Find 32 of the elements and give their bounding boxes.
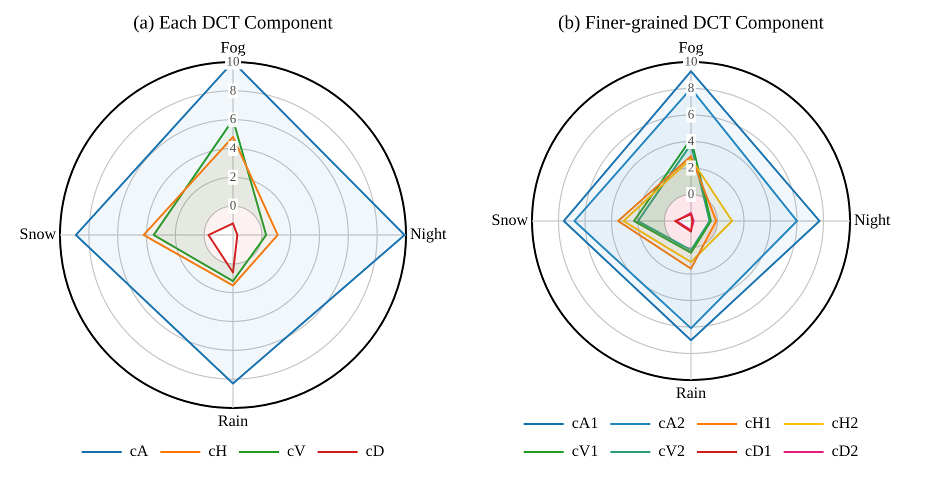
legend-label: cV2 [658,443,685,460]
spoke-label: Rain [218,412,248,430]
chart-title: (b) Finer-grained DCT Component [558,12,825,34]
legend-label: cV [287,443,306,460]
spoke-label: Night [854,212,891,230]
legend-label: cH1 [745,415,772,432]
y-tick-label: 2 [230,168,236,184]
spoke-label: Rain [676,384,706,402]
spoke-label: Snow [20,226,56,244]
legend-label: cA [130,443,149,460]
legend-label: cD2 [832,443,858,460]
y-tick-label: 8 [688,80,694,95]
y-tick-label: 6 [688,106,695,122]
legend-label: cD [366,443,384,460]
y-tick-label: 10 [684,53,698,68]
spoke-label: Night [410,226,447,244]
legend-label: cA1 [572,415,598,432]
legend-label: cD1 [745,443,772,460]
y-tick-label: 8 [230,82,236,98]
y-tick-label: 10 [226,53,240,68]
chart-title: (a) Each DCT Component [133,12,334,34]
legend-label: cV1 [572,443,598,460]
y-tick-label: 0 [230,198,236,213]
y-tick-label: 2 [688,159,694,174]
spoke-label: Snow [492,212,528,230]
y-tick-label: 4 [230,140,237,155]
legend-label: cA2 [658,415,685,432]
y-tick-label: 0 [688,186,694,201]
legend-label: cH [208,443,228,460]
legend-label: cH2 [832,415,858,432]
y-tick-label: 4 [688,132,695,148]
y-tick-label: 6 [230,111,237,126]
